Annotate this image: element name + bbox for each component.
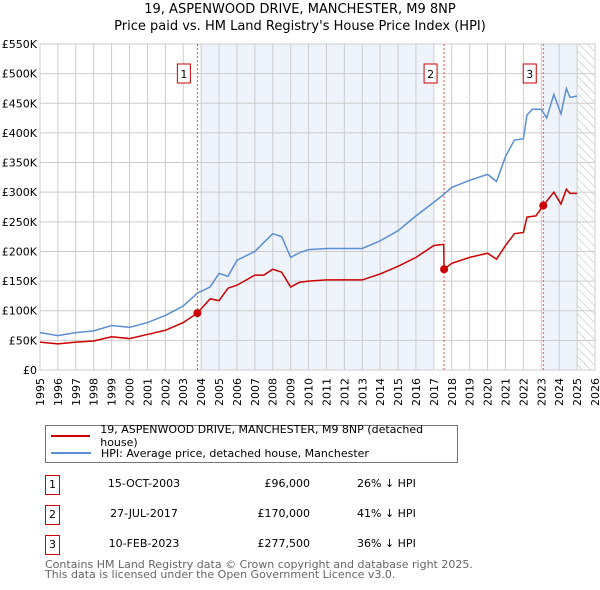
x-tick-label: 2012 xyxy=(338,378,351,406)
sale-date: 27-JUL-2017 xyxy=(110,507,178,520)
x-tick-label: 1999 xyxy=(106,378,119,406)
y-tick-label: £200K xyxy=(2,245,38,258)
y-tick-label: £150K xyxy=(2,275,38,288)
sale-hpi-diff: 41% ↓ HPI xyxy=(357,507,416,520)
sale-hpi-diff: 36% ↓ HPI xyxy=(357,537,416,550)
x-tick-label: 2003 xyxy=(177,378,190,406)
y-tick-label: £0 xyxy=(23,364,37,377)
sale-number-badge: 2 xyxy=(45,505,60,525)
x-tick-label: 2001 xyxy=(141,378,154,406)
x-tick-label: 2020 xyxy=(482,378,495,406)
shaded-period xyxy=(201,44,434,370)
legend-label: 19, ASPENWOOD DRIVE, MANCHESTER, M9 8NP … xyxy=(100,423,424,449)
x-tick-label: 2022 xyxy=(517,378,530,406)
x-tick-label: 2014 xyxy=(374,378,387,406)
x-tick-label: 1997 xyxy=(70,378,83,406)
sale-hpi-diff: 26% ↓ HPI xyxy=(357,477,416,490)
x-tick-label: 2008 xyxy=(267,378,280,406)
sale-badge xyxy=(522,63,537,84)
y-tick-label: £350K xyxy=(2,157,38,170)
sale-badge-number: 2 xyxy=(427,68,434,81)
x-tick-label: 2024 xyxy=(553,378,566,406)
sale-row: 1 15-OCT-2003 £96,000 26% ↓ HPI xyxy=(45,475,465,495)
sale-number-badge: 3 xyxy=(45,535,60,555)
x-tick-label: 2002 xyxy=(159,378,172,406)
y-tick-label: £400K xyxy=(2,127,38,140)
x-tick-label: 2018 xyxy=(446,378,459,406)
sale-price: £170,000 xyxy=(257,507,311,520)
sale-row: 3 10-FEB-2023 £277,500 36% ↓ HPI xyxy=(45,535,465,555)
y-tick-label: £50K xyxy=(9,334,38,347)
chart-title: 19, ASPENWOOD DRIVE, MANCHESTER, M9 8NP xyxy=(144,2,456,17)
sale-badge xyxy=(176,63,191,84)
legend-swatch xyxy=(51,452,91,454)
footer: Contains HM Land Registry data © Crown c… xyxy=(45,558,473,581)
legend-item-property: 19, ASPENWOOD DRIVE, MANCHESTER, M9 8NP … xyxy=(51,423,457,449)
price-chart: 1995 1996 1997 1998 1999 2000 2001 2002 2003 2004… xyxy=(2,38,600,406)
series-line xyxy=(39,85,578,337)
sale-badge-number: 3 xyxy=(526,68,533,81)
x-tick-label: 2023 xyxy=(535,378,548,406)
x-tick-label: 2025 xyxy=(571,378,584,406)
series-line xyxy=(39,187,578,345)
x-tick-label: 2004 xyxy=(195,378,208,406)
sale-point xyxy=(539,201,548,210)
x-tick-label: 2016 xyxy=(410,378,423,406)
x-tick-label: 2009 xyxy=(285,378,298,406)
legend-item-hpi: HPI: Average price, detached house, Manc… xyxy=(51,445,369,461)
legend-label: HPI: Average price, detached house, Manc… xyxy=(101,446,369,460)
sale-number-badge: 1 xyxy=(45,475,60,495)
sale-point xyxy=(193,309,202,318)
x-tick-label: 2017 xyxy=(428,378,441,406)
x-tick-label: 2007 xyxy=(249,378,262,406)
footer-line: This data is licensed under the Open Gov… xyxy=(45,568,396,581)
plot-frame xyxy=(39,43,596,371)
x-tick-label: 2006 xyxy=(231,378,244,406)
x-tick-label: 1998 xyxy=(88,378,101,406)
y-tick-label: £500K xyxy=(2,68,38,81)
legend: 19, ASPENWOOD DRIVE, MANCHESTER, M9 8NP … xyxy=(45,423,458,463)
x-tick-label: 2026 xyxy=(589,378,600,406)
x-tick-label: 2011 xyxy=(320,378,333,406)
x-tick-label: 2015 xyxy=(392,378,405,406)
x-tick-label: 2019 xyxy=(464,378,477,406)
sale-row: 2 27-JUL-2017 £170,000 41% ↓ HPI xyxy=(45,505,465,525)
sale-price: £277,500 xyxy=(257,537,311,550)
sale-badge-number: 1 xyxy=(180,68,187,81)
sale-price: £96,000 xyxy=(264,477,311,490)
x-tick-label: 2005 xyxy=(213,378,226,406)
y-tick-label: £550K xyxy=(2,38,38,51)
chart-subtitle: Price paid vs. HM Land Registry's House … xyxy=(114,19,486,34)
sale-badge xyxy=(423,63,438,84)
x-tick-label: 2000 xyxy=(124,378,137,406)
sale-date: 10-FEB-2023 xyxy=(108,537,180,550)
x-tick-label: 1996 xyxy=(52,378,65,406)
y-tick-label: £100K xyxy=(2,305,38,318)
legend-swatch xyxy=(51,435,91,437)
x-tick-label: 2010 xyxy=(303,378,316,406)
footer-line: Contains HM Land Registry data © Crown c… xyxy=(45,558,473,571)
y-tick-label: £250K xyxy=(2,216,38,229)
forecast-hatch xyxy=(577,44,595,370)
x-tick-label: 2021 xyxy=(499,378,512,406)
sale-date: 15-OCT-2003 xyxy=(107,477,181,490)
y-tick-label: £450K xyxy=(2,97,38,110)
shaded-period xyxy=(543,44,578,370)
x-tick-label: 1995 xyxy=(34,378,47,406)
y-tick-label: £300K xyxy=(2,186,38,199)
sale-point xyxy=(440,265,449,274)
x-tick-label: 2013 xyxy=(356,378,369,406)
